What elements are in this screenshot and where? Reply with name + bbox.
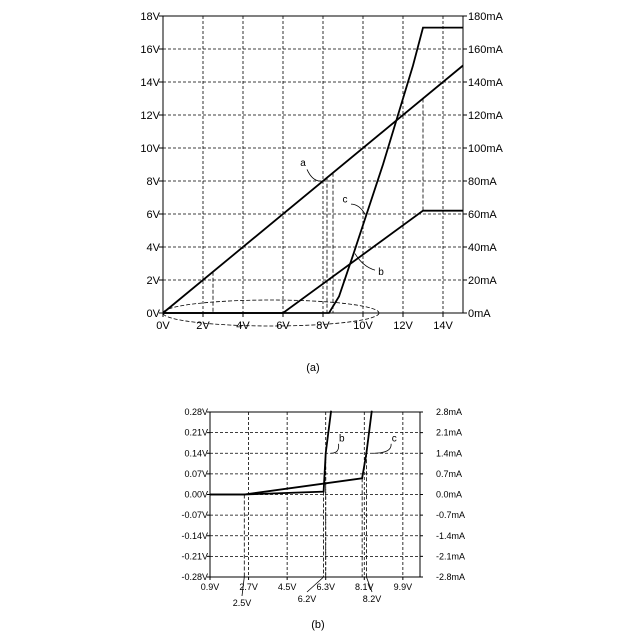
plot-frame [163, 16, 463, 313]
y-left-tick-label: 0.21V [184, 428, 208, 438]
y-right-tick-label: 20mA [468, 275, 497, 287]
y-right-tick-label: 100mA [468, 143, 504, 155]
series-a-leader [307, 169, 323, 181]
annotation-label: 8.2V [363, 594, 382, 604]
y-right-tick-label: -2.1mA [436, 551, 465, 561]
y-left-tick-label: 8V [147, 176, 161, 188]
x-tick-label: 14V [433, 320, 453, 332]
y-right-tick-label: 2.1mA [436, 428, 462, 438]
y-right-tick-label: -0.7mA [436, 510, 465, 520]
x-tick-label: 0.9V [201, 582, 220, 592]
y-left-tick-label: -0.07V [181, 510, 208, 520]
y-right-tick-label: 180mA [468, 11, 504, 23]
series-c-line [163, 28, 463, 313]
y-left-tick-label: 6V [147, 209, 161, 221]
x-tick-label: 8.1V [355, 582, 374, 592]
y-right-tick-label: 0mA [468, 308, 491, 320]
x-tick-label: 10V [353, 320, 373, 332]
y-right-tick-label: 140mA [468, 77, 504, 89]
y-right-tick-label: 40mA [468, 242, 497, 254]
series-a-label: a [300, 158, 306, 169]
y-right-tick-label: 60mA [468, 209, 497, 221]
y-left-tick-label: -0.28V [181, 572, 208, 582]
series-c-line [210, 411, 372, 495]
x-tick-label: 9.9V [394, 582, 413, 592]
y-right-tick-label: 120mA [468, 110, 504, 122]
y-left-tick-label: 12V [140, 110, 160, 122]
y-right-tick-label: 80mA [468, 176, 497, 188]
caption-a: (a) [306, 362, 319, 374]
chart-b: 0.28V 0.21V 0.14V 0.07V 0.00V -0.07V -0.14V -0.… [181, 407, 465, 631]
y-left-tick-label: 0.28V [184, 407, 208, 417]
x-tick-label: 0V [156, 320, 170, 332]
y-right-tick-label: -2.8mA [436, 572, 465, 582]
series-b-label: b [339, 433, 345, 444]
caption-b: (b) [311, 619, 324, 631]
y-left-tick-label: 10V [140, 143, 160, 155]
y-left-tick-label: 16V [140, 44, 160, 56]
y-right-tick-label: 2.8mA [436, 407, 462, 417]
series-b-leader [331, 444, 339, 453]
y-left-tick-label: 18V [140, 11, 160, 23]
x-tick-label: 8V [316, 320, 330, 332]
annotation-label: 2.5V [233, 598, 252, 608]
x-tick-label: 6.3V [316, 582, 335, 592]
x-tick-label: 12V [393, 320, 413, 332]
y-left-tick-label: 0.07V [184, 469, 208, 479]
y-right-tick-label: -1.4mA [436, 531, 465, 541]
series-c-label: c [343, 194, 348, 205]
y-right-tick-label: 0.7mA [436, 469, 462, 479]
y-left-tick-label: 0.14V [184, 448, 208, 458]
series-c-leader [373, 444, 391, 453]
y-left-tick-label: -0.14V [181, 531, 208, 541]
series-b-line [210, 411, 331, 495]
y-right-tick-label: 0.0mA [436, 490, 462, 500]
y-left-tick-label: 4V [147, 242, 161, 254]
series-b-line [163, 211, 463, 313]
x-tick-label: 2.7V [239, 582, 258, 592]
x-tick-label: 2V [196, 320, 210, 332]
series-b-label: b [378, 267, 384, 278]
y-right-tick-label: 1.4mA [436, 448, 462, 458]
y-left-tick-label: -0.21V [181, 551, 208, 561]
x-tick-label: 4.5V [278, 582, 297, 592]
series-c-label: c [392, 433, 397, 444]
y-left-tick-label: 14V [140, 77, 160, 89]
y-left-tick-label: 0.00V [184, 490, 208, 500]
y-left-tick-label: 2V [147, 275, 161, 287]
y-left-tick-label: 0V [147, 308, 161, 320]
annotation-label: 6.2V [298, 594, 317, 604]
chart-a: 0V 2V 4V 6V 8V 10V 12V 14V 16V 18V 0mA 20mA 40mA 60mA… [140, 11, 503, 374]
series-a-line [163, 66, 463, 314]
y-right-tick-label: 160mA [468, 44, 504, 56]
series-b-leader [355, 254, 375, 271]
